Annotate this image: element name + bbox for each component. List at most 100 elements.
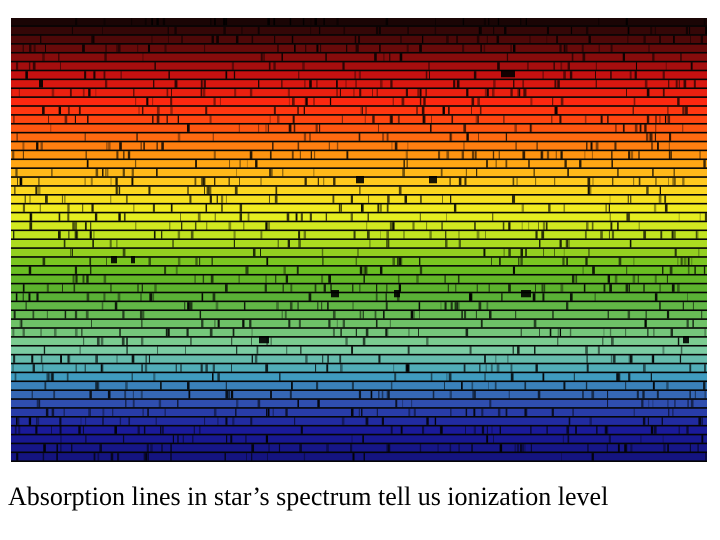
absorption-line [170, 106, 173, 115]
absorption-line [679, 355, 682, 363]
absorption-line [563, 382, 566, 390]
absorption-line [449, 444, 452, 452]
absorption-line [119, 142, 122, 150]
absorption-line [584, 231, 587, 239]
absorption-line [365, 106, 367, 115]
absorption-line [336, 89, 339, 97]
absorption-line [148, 355, 151, 363]
absorption-line [386, 284, 388, 292]
absorption-line [260, 231, 263, 239]
absorption-line [270, 168, 273, 177]
absorption-line [367, 213, 369, 221]
spectrum-strip [11, 89, 707, 97]
absorption-line [469, 346, 472, 354]
absorption-line [149, 293, 153, 301]
absorption-line [559, 328, 562, 337]
absorption-line [485, 231, 486, 239]
absorption-line [246, 266, 249, 274]
absorption-line [146, 97, 149, 106]
absorption-line [410, 311, 414, 319]
absorption-line [181, 222, 183, 230]
absorption-line [652, 382, 655, 390]
absorption-line [486, 302, 489, 310]
absorption-line [95, 89, 97, 97]
absorption-line [453, 80, 456, 88]
absorption-line [513, 80, 515, 88]
absorption-line [206, 186, 210, 194]
absorption-line [664, 195, 667, 203]
absorption-line [671, 231, 674, 239]
absorption-line [126, 346, 128, 354]
absorption-line [510, 44, 512, 52]
absorption-line [566, 257, 568, 266]
absorption-line [295, 213, 298, 221]
absorption-line [659, 35, 661, 44]
absorption-line [642, 390, 645, 399]
absorption-line [144, 18, 147, 26]
absorption-line [557, 328, 559, 337]
absorption-line [551, 311, 554, 319]
absorption-line [421, 106, 425, 115]
absorption-line [340, 328, 342, 337]
absorption-line [524, 444, 526, 452]
absorption-line [402, 168, 405, 177]
absorption-line [668, 80, 670, 88]
absorption-line [530, 426, 532, 434]
absorption-line [64, 115, 68, 123]
absorption-line [329, 97, 332, 106]
absorption-line [29, 222, 33, 230]
absorption-line [362, 435, 364, 443]
absorption-line [560, 284, 564, 292]
absorption-line [252, 248, 256, 257]
absorption-line [456, 80, 460, 88]
absorption-line [651, 133, 653, 141]
absorption-line [116, 151, 119, 159]
absorption-line [96, 337, 100, 345]
absorption-line [177, 257, 181, 266]
absorption-line [379, 80, 383, 88]
absorption-line [535, 177, 537, 186]
absorption-line [270, 337, 272, 345]
absorption-line [36, 417, 38, 425]
absorption-line [82, 426, 85, 434]
absorption-line [690, 399, 694, 408]
absorption-line [458, 231, 460, 239]
absorption-line [12, 364, 14, 372]
absorption-line [662, 71, 665, 79]
absorption-line [14, 373, 17, 381]
absorption-line [106, 142, 108, 150]
absorption-line [90, 177, 93, 186]
absorption-line [74, 311, 77, 319]
absorption-line [429, 231, 432, 239]
absorption-line [32, 364, 35, 372]
absorption-line [125, 195, 128, 203]
absorption-line [276, 302, 279, 310]
absorption-line [195, 160, 197, 168]
absorption-line [693, 80, 696, 88]
absorption-line [703, 382, 706, 390]
absorption-line [16, 417, 20, 425]
absorption-line [36, 399, 39, 408]
absorption-line [230, 390, 234, 399]
absorption-line [635, 62, 638, 70]
absorption-line [134, 160, 137, 168]
absorption-line [518, 257, 520, 266]
absorption-line [677, 97, 680, 106]
absorption-line [315, 364, 317, 372]
absorption-line [117, 293, 121, 301]
absorption-line [245, 266, 247, 274]
absorption-line [560, 62, 563, 70]
absorption-line [697, 444, 699, 452]
absorption-line [217, 417, 219, 425]
absorption-line [121, 337, 125, 345]
absorption-line [323, 18, 325, 26]
absorption-line [190, 231, 194, 239]
absorption-line [526, 62, 529, 70]
absorption-line [106, 257, 107, 266]
absorption-line [32, 62, 36, 70]
absorption-line [385, 293, 387, 301]
absorption-line [647, 115, 649, 123]
absorption-line [363, 275, 365, 283]
absorption-line [640, 435, 642, 443]
absorption-line [167, 26, 169, 35]
